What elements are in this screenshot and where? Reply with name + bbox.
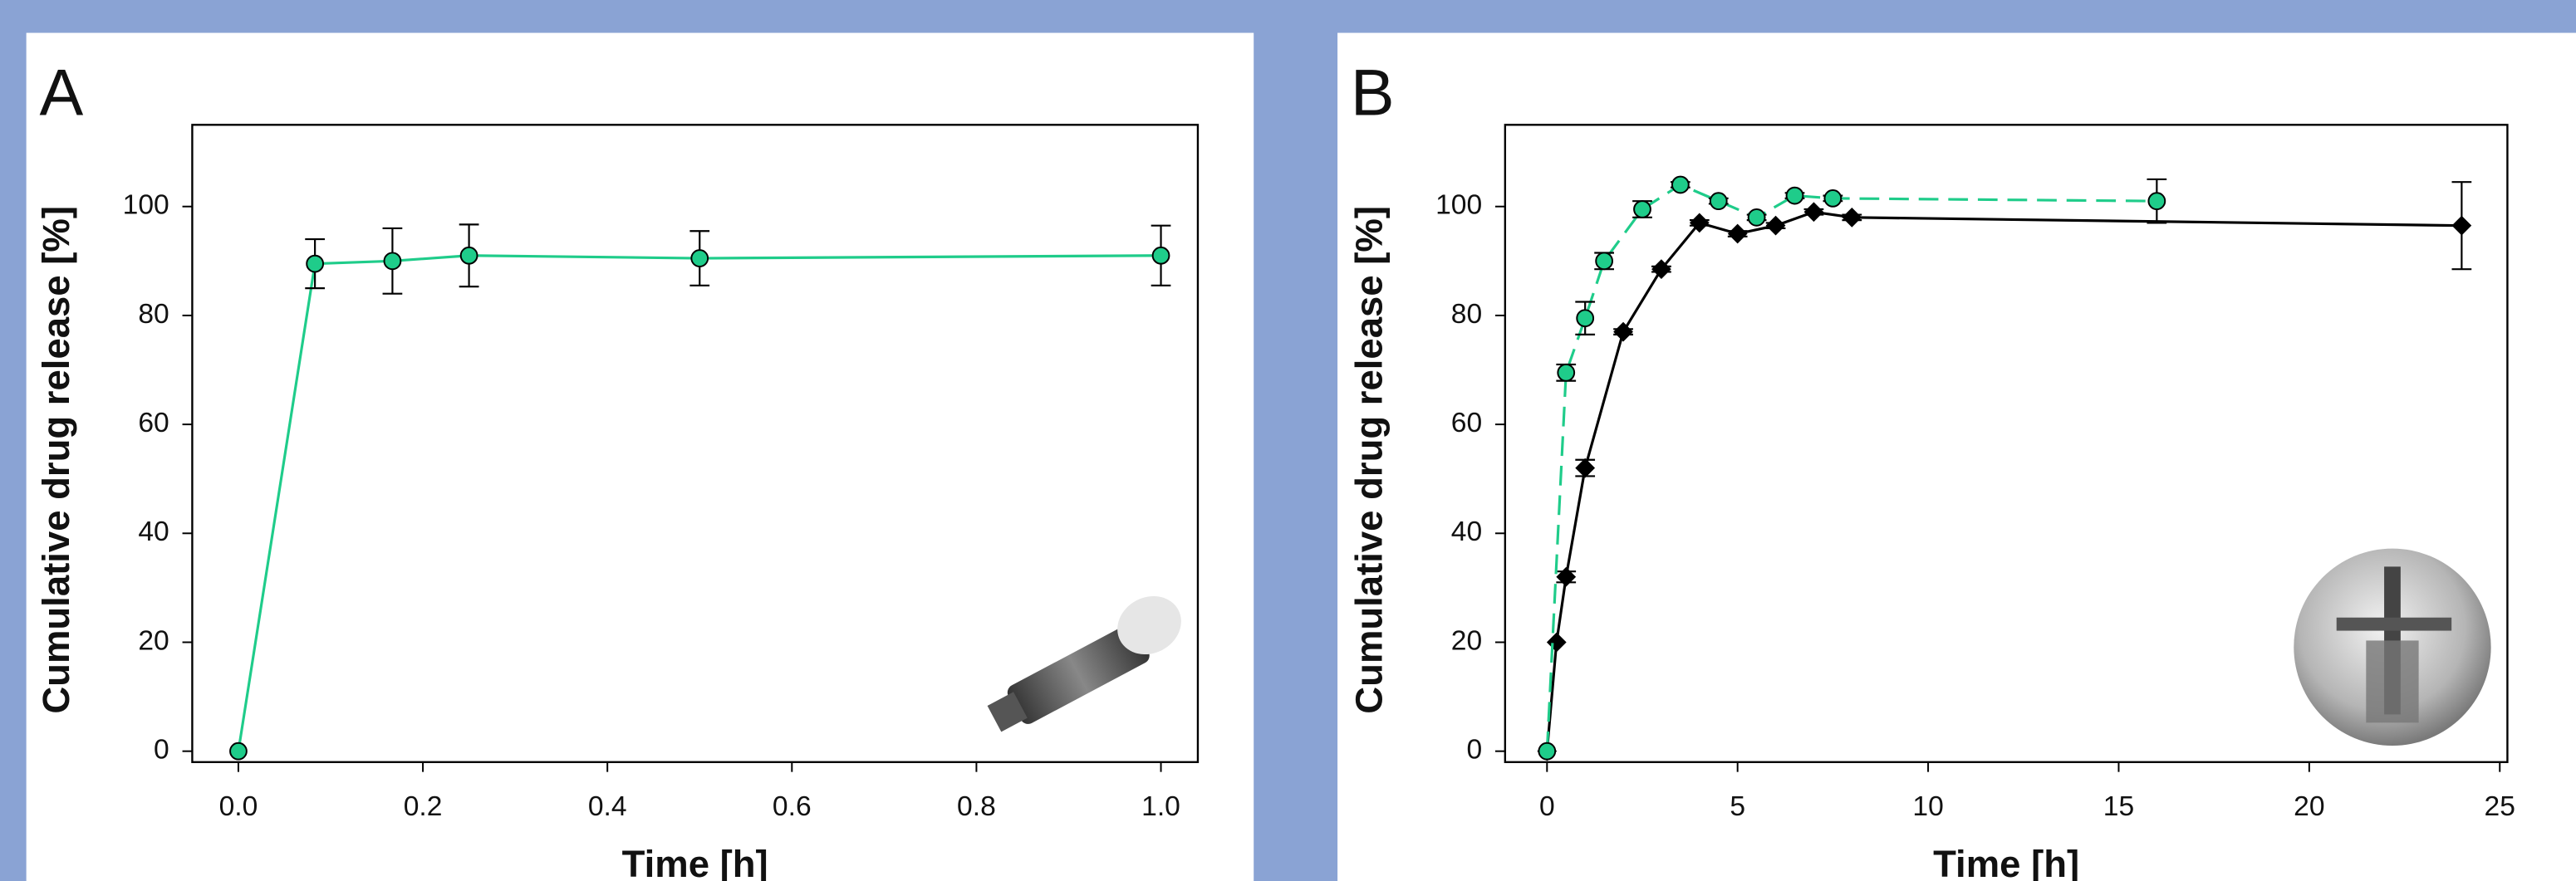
marker (1765, 215, 1786, 236)
y-tick-label: 20 (1451, 625, 1482, 656)
marker (1803, 202, 1824, 223)
y-tick-label: 80 (1451, 299, 1482, 330)
marker (1671, 175, 1690, 194)
marker (1538, 742, 1557, 761)
x-axis-label: Time [h] (1933, 843, 2079, 881)
x-tick-label: 25 (2485, 791, 2515, 822)
y-tick-label: 20 (138, 625, 169, 656)
marker (229, 742, 248, 761)
x-tick-label: 0.4 (588, 791, 627, 822)
plot-frame (191, 124, 1200, 763)
x-tick-label: 1.0 (1141, 791, 1180, 822)
x-tick-label: 0.0 (219, 791, 258, 822)
plot-frame (1504, 124, 2509, 763)
x-tick-label: 5 (1730, 791, 1745, 822)
marker (1785, 186, 1804, 205)
marker (2147, 192, 2166, 211)
marker (383, 252, 402, 271)
panel-label: A (39, 55, 83, 129)
y-axis-label: Cumulative drug release [%] (35, 206, 77, 714)
marker (1823, 189, 1842, 208)
y-axis-label: Cumulative drug release [%] (1347, 206, 1390, 714)
x-tick-label: 0.2 (404, 791, 443, 822)
y-tick-label: 80 (138, 299, 169, 330)
marker (1747, 208, 1766, 227)
inset-photo-a (987, 596, 1181, 732)
series-line (237, 254, 1161, 751)
y-tick-label: 0 (1466, 735, 1482, 766)
y-tick-label: 60 (1451, 408, 1482, 438)
marker (1633, 200, 1651, 218)
y-tick-label: 40 (138, 516, 169, 547)
y-tick-label: 0 (154, 735, 169, 766)
marker (1595, 252, 1614, 271)
x-tick-label: 0.6 (773, 791, 812, 822)
marker (1842, 207, 1862, 228)
x-axis-label: Time [h] (622, 843, 768, 881)
panel-b (1337, 32, 2576, 881)
marker (459, 246, 478, 265)
y-tick-label: 40 (1451, 516, 1482, 547)
y-tick-label: 100 (123, 190, 169, 221)
marker (2451, 215, 2472, 236)
x-tick-label: 0 (1539, 791, 1555, 822)
marker (1151, 246, 1170, 265)
x-tick-label: 10 (1912, 791, 1943, 822)
marker (306, 254, 325, 273)
plots: A Time [h] Cumulative drug release [%] 0.0 0… (35, 55, 2515, 881)
x-tick-label: 20 (2294, 791, 2324, 822)
marker (1613, 321, 1633, 342)
panel-a (26, 32, 1254, 881)
panel-label: B (1351, 55, 1395, 129)
x-tick-label: 0.8 (957, 791, 996, 822)
marker (1689, 213, 1710, 233)
marker (1557, 363, 1576, 382)
inset-photo-b (2294, 548, 2491, 746)
marker (1556, 566, 1577, 587)
marker (690, 249, 709, 267)
x-tick-label: 15 (2103, 791, 2134, 822)
marker (1576, 309, 1595, 328)
y-tick-label: 60 (138, 408, 169, 438)
marker (1709, 192, 1728, 211)
y-tick-label: 100 (1435, 190, 1482, 221)
